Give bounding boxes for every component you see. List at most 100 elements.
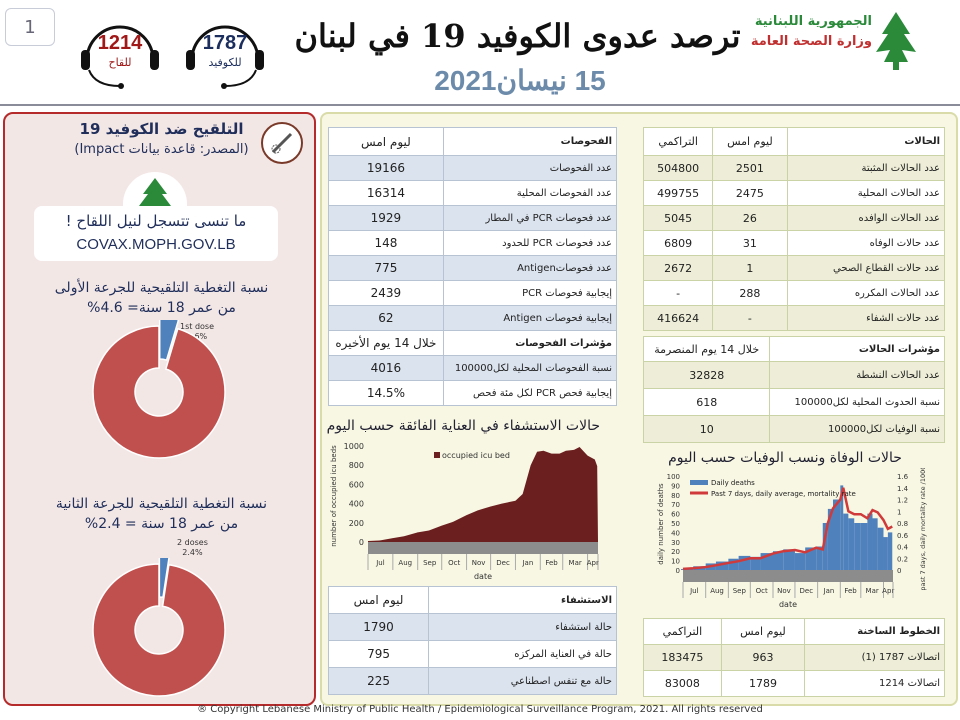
table-row: حالة مع تنفس اصطناعي 225	[327, 667, 617, 695]
legend-label: Daily deaths	[711, 479, 755, 487]
column-header: التراكمي	[642, 127, 714, 156]
legend-swatch	[434, 452, 440, 458]
date-tick-band	[683, 570, 893, 582]
y2-tick-label: 0.6	[897, 532, 909, 540]
cell-value: 2672	[642, 255, 714, 281]
row-label: عدد فحوصات PCR للحدود	[442, 230, 618, 256]
row-label: عدد الحالات المثبتة	[786, 155, 945, 181]
month-label: Aug	[398, 559, 412, 567]
row-label: عدد الفحوصات المحلية	[442, 180, 618, 206]
y2-tick-label: 1.4	[897, 485, 909, 493]
table-row: عدد فحوصات PCR في المطار 1929	[328, 205, 618, 231]
cell-value: 6809	[642, 230, 714, 256]
row-label: عدد فحوصات PCR في المطار	[442, 205, 618, 231]
cedar-icon	[139, 178, 171, 206]
column-header: الفحوصات	[442, 127, 618, 156]
death-bar	[773, 551, 784, 570]
death-bar	[681, 569, 683, 570]
y-axis-label: daily number of deaths	[657, 483, 665, 565]
death-bar	[738, 555, 751, 570]
y-tick-label: 50	[671, 520, 680, 528]
month-label: Feb	[844, 587, 857, 595]
death-bar	[887, 532, 893, 570]
column-header: التراكمي	[643, 618, 722, 645]
row-label: إيجابية فحوصات Antigen	[442, 305, 618, 331]
table-row: إيجابية فحص PCR لكل مئة فحص 14.5%	[328, 380, 618, 406]
vaccination-title: التلقيح ضد الكوفيد 19	[79, 120, 244, 138]
column-header: خلال 14 يوم الأخيره	[328, 330, 444, 356]
dose2-donut-chart	[92, 558, 226, 697]
table-header-row: الحالات ليوم امس التراكمي	[642, 127, 945, 156]
cell-value: 288	[712, 280, 788, 306]
table-row: اتصالات 1787 (1) 963 183475	[643, 644, 945, 671]
month-label: Jan	[521, 559, 533, 567]
month-label: Oct	[448, 559, 460, 567]
row-label: إيجابية فحوصات PCR	[442, 280, 618, 306]
dose1-title: نسبة التغطية التلقيحية للجرعة الأولى	[54, 280, 269, 296]
month-label: Apr	[587, 559, 599, 567]
y2-tick-label: 0.4	[897, 544, 909, 552]
table-row: حالة في العناية المركزه 795	[327, 640, 617, 668]
syringe-icon	[261, 122, 303, 164]
dose1-data-label: 1st dose 4.6%	[180, 322, 214, 341]
page-number: 1	[5, 8, 55, 46]
icu-chart: 0 200 400 600 800 1000 occupied icu bed number …	[330, 442, 599, 581]
dose1-donut-chart	[92, 320, 226, 459]
y-tick-label: 100	[667, 473, 680, 481]
indicator-header-row: مؤشرات الحالات خلال 14 يوم المنصرمة	[642, 336, 945, 362]
y-tick-label: 400	[349, 500, 364, 509]
cell-value: 1	[712, 255, 788, 281]
y-tick-label: 800	[349, 461, 364, 470]
month-label: Mar	[866, 587, 879, 595]
covered-slice	[158, 320, 180, 361]
y-tick-label: 0	[676, 567, 680, 575]
death-bar	[728, 558, 739, 570]
deaths-chart: 010203040506070809010000.20.40.60.811.21…	[657, 468, 927, 609]
logo-line1: الجمهورية اللبنانية	[754, 14, 872, 29]
row-label: حالة مع تنفس اصطناعي	[428, 667, 617, 695]
month-label: Sep	[733, 587, 747, 595]
row-label: عدد الحالات المحلية	[786, 180, 945, 206]
deaths-chart-title: حالات الوفاة ونسب الوفيات حسب اليوم	[668, 450, 902, 466]
y-tick-label: 20	[671, 548, 680, 556]
month-label: Oct	[756, 587, 768, 595]
y-tick-label: 600	[349, 480, 364, 489]
table-row: عدد الحالات المحلية 2475 499755	[642, 180, 945, 206]
cell-value: 795	[327, 640, 430, 668]
column-header: خلال 14 يوم المنصرمة	[642, 336, 771, 362]
logo-line2: وزارة الصحة العامة	[750, 34, 872, 49]
page-title: ترصد عدوى الكوفيد 19 في لبنان	[294, 17, 741, 55]
cases-table: الحالات ليوم امس التراكمي عدد الحالات المثب…	[642, 127, 945, 331]
death-bar	[877, 527, 884, 570]
table-row: نسبة الفحوصات المحلية لكل100000 4016	[328, 355, 618, 381]
row-label: نسبة الحدوث المحلية لكل100000	[769, 388, 945, 416]
y-tick-label: 70	[671, 501, 680, 509]
table-row: عدد الفحوصات المحلية 16314	[328, 180, 618, 206]
y2-tick-label: 0.8	[897, 520, 908, 528]
row-label: عدد الحالات المكرره	[786, 280, 945, 306]
table-row: عدد حالات الوفاه 31 6809	[642, 230, 945, 256]
row-label: عدد فحوصاتAntigen	[442, 255, 618, 281]
hotline-label: للقاح	[108, 56, 132, 69]
table-row: عدد الحالات الوافده 26 5045	[642, 205, 945, 231]
table-row: عدد فحوصاتAntigen 775	[328, 255, 618, 281]
death-bar	[827, 508, 833, 570]
cell-value: 1789	[720, 670, 806, 697]
table-row: عدد حالات الشفاء -416624	[642, 305, 945, 331]
row-label: اتصالات 1787 (1)	[804, 644, 945, 671]
death-bar	[833, 499, 841, 570]
hotline-1214-badge: 1214 للقاح	[75, 10, 165, 90]
row-label: عدد حالات القطاع الصحي	[786, 255, 945, 281]
month-label: Feb	[545, 559, 558, 567]
hotline-label: للكوفيد	[208, 56, 242, 69]
date-tick-band	[368, 542, 598, 554]
row-label: اتصالات 1214	[804, 670, 945, 697]
table-row: عدد الحالات المكرره 288-	[642, 280, 945, 306]
death-bar	[816, 546, 823, 570]
cell-value: 2439	[328, 280, 444, 306]
registration-link[interactable]: COVAX.MOPH.GOV.LB	[76, 236, 236, 253]
column-header: ليوم امس	[328, 127, 444, 156]
hotline-number: 1214	[97, 32, 143, 54]
month-label: Nov	[777, 587, 791, 595]
row-label: عدد الحالات النشطة	[769, 361, 945, 389]
